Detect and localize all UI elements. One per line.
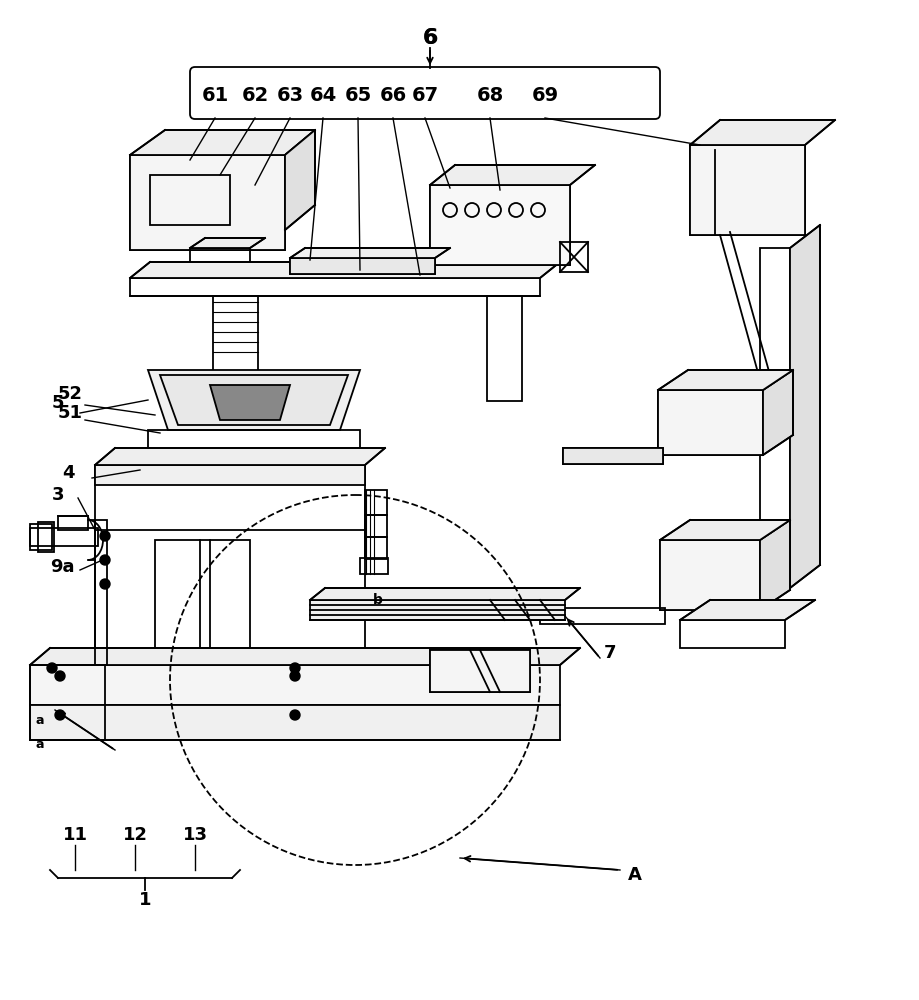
Bar [95, 465, 365, 665]
Text: 65: 65 [344, 86, 371, 105]
Bar [148, 430, 359, 465]
Polygon shape [160, 375, 347, 425]
Polygon shape [289, 248, 449, 258]
Polygon shape [210, 385, 289, 420]
Text: 9a: 9a [50, 558, 74, 576]
Polygon shape [429, 165, 595, 185]
Polygon shape [190, 238, 265, 248]
Bar [95, 465, 365, 485]
Polygon shape [657, 390, 762, 455]
Bar [150, 175, 230, 225]
Text: 69: 69 [531, 86, 558, 105]
Circle shape [100, 531, 110, 541]
Bar [30, 705, 560, 740]
Bar [539, 608, 664, 624]
Polygon shape [789, 225, 819, 588]
Bar [429, 650, 529, 692]
Bar [429, 185, 570, 265]
Text: b: b [373, 593, 382, 607]
Text: 68: 68 [476, 86, 503, 105]
Text: 12: 12 [122, 826, 147, 844]
Bar [486, 296, 521, 401]
Text: 6: 6 [422, 28, 437, 48]
Text: 13: 13 [182, 826, 208, 844]
Text: 51: 51 [57, 404, 83, 422]
Polygon shape [289, 258, 435, 274]
Text: 11: 11 [62, 826, 87, 844]
Circle shape [100, 555, 110, 565]
Bar [657, 390, 762, 455]
Polygon shape [762, 370, 792, 455]
Bar [130, 155, 285, 250]
Bar [30, 665, 560, 705]
Text: 52: 52 [57, 385, 83, 403]
Text: 64: 64 [309, 86, 336, 105]
Polygon shape [562, 448, 663, 464]
Circle shape [289, 671, 300, 681]
Bar [689, 145, 804, 235]
Bar [58, 516, 88, 530]
Circle shape [289, 710, 300, 720]
Bar [38, 522, 54, 552]
Bar [365, 537, 387, 559]
Bar [30, 528, 98, 546]
Polygon shape [759, 520, 789, 610]
Bar [213, 296, 257, 371]
Polygon shape [689, 145, 804, 235]
Bar [154, 540, 250, 660]
Polygon shape [148, 370, 359, 430]
Polygon shape [310, 588, 579, 600]
Text: 4: 4 [62, 464, 74, 482]
Bar [365, 490, 387, 515]
Polygon shape [130, 130, 314, 155]
Bar [679, 620, 784, 648]
Bar [289, 258, 435, 274]
Circle shape [47, 663, 57, 673]
Circle shape [55, 710, 65, 720]
Polygon shape [659, 520, 789, 540]
Circle shape [55, 671, 65, 681]
Polygon shape [429, 650, 529, 692]
Text: 62: 62 [241, 86, 268, 105]
Bar [310, 600, 564, 620]
Bar [30, 524, 52, 550]
Polygon shape [285, 130, 314, 230]
Polygon shape [95, 448, 384, 465]
Bar [30, 665, 105, 740]
Bar [95, 520, 107, 665]
Bar [759, 248, 789, 588]
Bar [365, 515, 387, 537]
Bar [130, 278, 539, 296]
Polygon shape [130, 262, 560, 278]
Text: A: A [628, 866, 641, 884]
Text: 1: 1 [139, 891, 151, 909]
Text: 61: 61 [201, 86, 229, 105]
Polygon shape [130, 155, 285, 250]
Text: a: a [36, 738, 44, 752]
Polygon shape [679, 600, 814, 620]
Polygon shape [659, 540, 759, 610]
Text: 6: 6 [423, 28, 437, 48]
Polygon shape [429, 185, 570, 265]
Polygon shape [30, 648, 579, 665]
Text: 63: 63 [276, 86, 303, 105]
Polygon shape [657, 370, 792, 390]
Text: 3: 3 [51, 486, 64, 504]
Bar [190, 248, 250, 266]
Circle shape [100, 579, 110, 589]
Bar [562, 448, 663, 464]
Circle shape [289, 663, 300, 673]
Text: 67: 67 [411, 86, 438, 105]
Bar [359, 558, 388, 574]
Bar [560, 242, 587, 272]
Text: 7: 7 [603, 644, 616, 662]
Text: 5: 5 [51, 394, 64, 412]
Text: 66: 66 [379, 86, 406, 105]
Bar [659, 540, 759, 610]
Text: a: a [36, 714, 44, 726]
Polygon shape [689, 120, 834, 145]
